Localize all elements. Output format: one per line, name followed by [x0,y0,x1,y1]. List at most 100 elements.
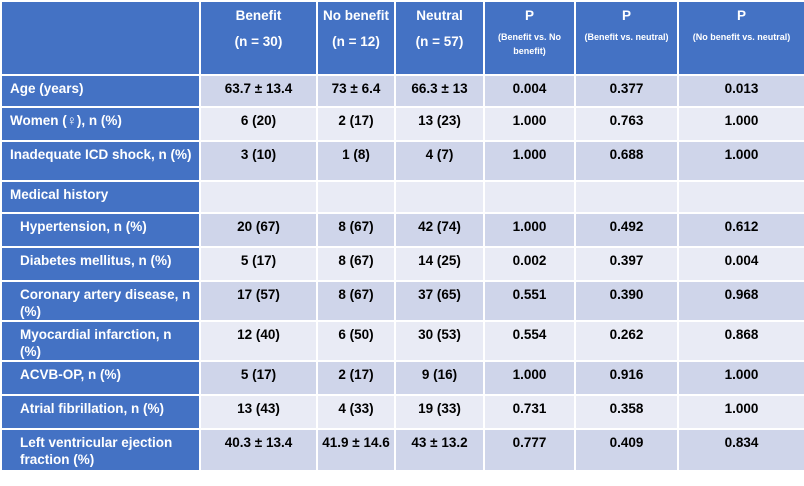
table-cell: 13 (23) [394,106,485,142]
table-cell [574,180,679,214]
row-label: Diabetes mellitus, n (%) [0,246,201,282]
table-cell: 0.731 [483,394,576,430]
table-cell: 0.868 [677,320,804,362]
table-cell: 6 (20) [199,106,318,142]
table-cell: 4 (33) [316,394,396,430]
row-label: Hypertension, n (%) [0,212,201,248]
table-cell: 1.000 [677,140,804,182]
table-cell: 2 (17) [316,106,396,142]
column-header-subtitle: (n = 12) [332,34,380,49]
row-label: Age (years) [0,74,201,108]
table-cell: 17 (57) [199,280,318,322]
table-cell: 1.000 [483,212,576,248]
column-header-subtitle: (n = 57) [415,34,464,49]
column-header-3: P (Benefit vs. No benefit) [483,0,576,76]
row-label: Left ventricular ejection fraction (%) [0,428,201,472]
column-header-0: Benefit (n = 30) [199,0,318,76]
table-cell: 1.000 [483,140,576,182]
table-cell: 1.000 [483,360,576,396]
table-row: Left ventricular ejection fraction (%) 40… [0,428,804,472]
table-cell [483,180,576,214]
table-cell: 0.377 [574,74,679,108]
table-cell: 0.763 [574,106,679,142]
table-cell: 0.688 [574,140,679,182]
table-cell: 14 (25) [394,246,485,282]
row-label: Women (♀), n (%) [0,106,201,142]
row-label: Coronary artery disease, n (%) [0,280,201,322]
column-header-5: P (No benefit vs. neutral) [677,0,804,76]
table-cell: 5 (17) [199,246,318,282]
table-cell: 0.554 [483,320,576,362]
row-label: Medical history [0,180,201,214]
row-label: ACVB-OP, n (%) [0,360,201,396]
table-cell: 1 (8) [316,140,396,182]
header-corner-cell [0,0,201,76]
row-label: Inadequate ICD shock, n (%) [0,140,201,182]
table-cell: 8 (67) [316,212,396,248]
table-body: Age (years) 63.7 ± 13.4 73 ± 6.4 66.3 ± 13 0… [0,74,804,472]
table-cell: 2 (17) [316,360,396,396]
table-cell: 19 (33) [394,394,485,430]
table-cell: 0.551 [483,280,576,322]
table-cell: 0.492 [574,212,679,248]
column-header-title: P [524,8,534,23]
table-cell: 0.002 [483,246,576,282]
table-row: Myocardial infarction, n (%) 12 (40) 6 (50… [0,320,804,362]
table-cell: 42 (74) [394,212,485,248]
table-cell: 0.013 [677,74,804,108]
baseline-characteristics-table: Benefit (n = 30) No benefit (n = 12) Neutral… [0,0,804,472]
table-row: Atrial fibrillation, n (%) 13 (43) 4 (33) 1… [0,394,804,430]
table-row: Coronary artery disease, n (%) 17 (57) 8 (… [0,280,804,322]
table-row: Age (years) 63.7 ± 13.4 73 ± 6.4 66.3 ± 13 0… [0,74,804,108]
table-cell: 1.000 [677,360,804,396]
table-cell: 0.004 [677,246,804,282]
table-cell: 41.9 ± 14.6 [316,428,396,472]
column-header-subtitle: (n = 30) [234,34,283,49]
table-cell: 6 (50) [316,320,396,362]
table-cell [316,180,396,214]
table-cell: 8 (67) [316,246,396,282]
column-header-title: P [736,8,746,23]
table-cell: 0.397 [574,246,679,282]
table-cell: 4 (7) [394,140,485,182]
table-cell: 66.3 ± 13 [394,74,485,108]
table-cell: 0.777 [483,428,576,472]
table-row: ACVB-OP, n (%) 5 (17) 2 (17) 9 (16) 1.000 0.9… [0,360,804,396]
column-header-title: Neutral [416,8,463,23]
table-cell: 30 (53) [394,320,485,362]
table-cell: 0.916 [574,360,679,396]
column-header-1: No benefit (n = 12) [316,0,396,76]
table-cell: 37 (65) [394,280,485,322]
table-cell [394,180,485,214]
column-header-4: P (Benefit vs. neutral) [574,0,679,76]
table-cell: 43 ± 13.2 [394,428,485,472]
table-header: Benefit (n = 30) No benefit (n = 12) Neutral… [0,0,804,76]
table-cell: 9 (16) [394,360,485,396]
table-cell [199,180,318,214]
table-cell: 73 ± 6.4 [316,74,396,108]
column-header-title: P [621,8,631,23]
table-cell: 8 (67) [316,280,396,322]
table-cell: 40.3 ± 13.4 [199,428,318,472]
table-cell: 63.7 ± 13.4 [199,74,318,108]
column-header-2: Neutral (n = 57) [394,0,485,76]
column-header-subtitle: (Benefit vs. No benefit) [497,32,561,56]
column-header-title: No benefit [323,8,389,23]
table-cell: 0.262 [574,320,679,362]
table-cell: 12 (40) [199,320,318,362]
table-row: Diabetes mellitus, n (%) 5 (17) 8 (67) 14 (… [0,246,804,282]
table-cell: 0.834 [677,428,804,472]
table-cell: 0.612 [677,212,804,248]
table-cell: 0.409 [574,428,679,472]
column-header-subtitle: (No benefit vs. neutral) [692,32,791,42]
table-cell: 0.004 [483,74,576,108]
table-row: Inadequate ICD shock, n (%) 3 (10) 1 (8) 4 … [0,140,804,182]
table-cell: 1.000 [677,394,804,430]
row-label: Myocardial infarction, n (%) [0,320,201,362]
column-header-title: Benefit [235,8,282,23]
table-cell: 0.968 [677,280,804,322]
header-row: Benefit (n = 30) No benefit (n = 12) Neutral… [0,0,804,76]
table-cell: 1.000 [483,106,576,142]
row-label: Atrial fibrillation, n (%) [0,394,201,430]
table-cell: 20 (67) [199,212,318,248]
